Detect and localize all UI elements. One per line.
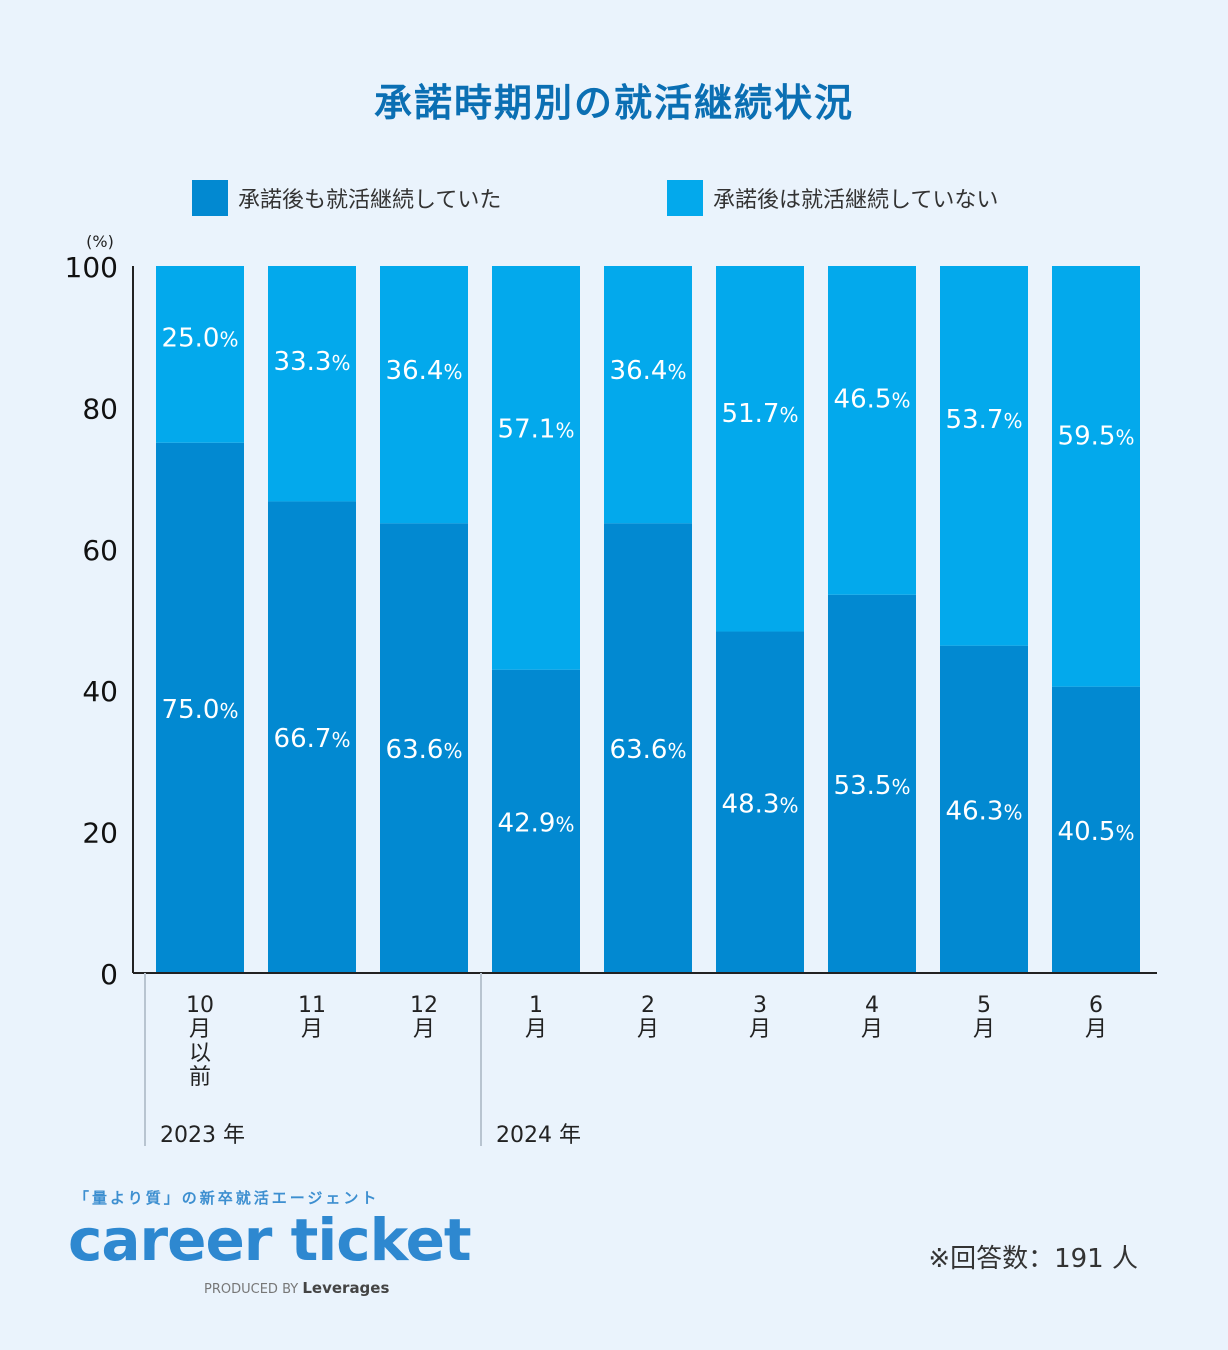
data-label-not-continued: 46.5% [834,385,911,415]
legend-item-continued: 承諾後も就活継続していた [192,178,501,218]
brand-produced-by: PRODUCED BY Leverages [204,1279,389,1297]
bar-segment-continued [156,442,244,973]
y-tick-label-20: 20 [82,817,118,850]
produced-by-text: PRODUCED BY [204,1282,299,1297]
data-label-not-continued: 36.4% [610,356,687,386]
data-label-continued: 42.9% [498,808,575,838]
legend-swatch-continued [192,180,228,216]
data-label-not-continued: 33.3% [274,347,351,377]
y-tick-label-60: 60 [82,534,118,567]
legend-item-not-continued: 承諾後は就活継続していない [667,178,998,218]
bar-segment-not-continued [940,266,1028,646]
data-label-continued: 63.6% [386,735,463,765]
data-label-not-continued: 53.7% [946,405,1023,435]
bar-segment-continued [492,669,580,973]
x-tick-label: 12 月 [410,993,438,1042]
brand-tagline: 「量より質」の新卒就活エージェント [74,1189,380,1207]
bar-segment-continued [268,501,356,973]
bar-segment-continued [940,645,1028,973]
bar-segment-not-continued [604,266,692,524]
data-label-continued: 40.5% [1058,817,1135,847]
data-label-continued: 63.6% [610,735,687,765]
y-tick-label-0: 0 [100,958,118,991]
data-label-continued: 75.0% [162,695,239,725]
legend-label-not-continued: 承諾後は就活継続していない [713,188,999,213]
bar-segment-not-continued [828,266,916,595]
data-label-continued: 48.3% [722,789,799,819]
legend-swatch-not-continued [667,180,703,216]
y-tick-label-40: 40 [82,675,118,708]
data-label-not-continued: 51.7% [722,399,799,429]
data-label-continued: 66.7% [274,724,351,754]
stacked-bar-chart: (%) 0 20 40 60 80 100 75.0% 25.0% 66.7% 33.3% 63.6%… [65,232,1157,1146]
y-axis-unit: (%) [86,232,114,251]
bar-segment-continued [604,523,692,973]
year-label-2023: 2023 年 [160,1123,245,1148]
brand-logo[interactable]: career ticket [68,1206,472,1274]
bar-segment-not-continued [380,266,468,524]
data-label-not-continued: 57.1% [498,414,575,444]
legend-label-continued: 承諾後も就活継続していた [238,188,502,213]
data-label-not-continued: 25.0% [162,324,239,354]
x-tick-label: 10 月以前 [186,993,214,1090]
bar-segment-continued [716,631,804,973]
y-tick-label-100: 100 [65,251,118,284]
bar-segment-not-continued [1052,266,1140,687]
bar-segment-not-continued [492,266,580,670]
bar-segment-continued [1052,686,1140,973]
response-count-note: ※回答数：191 人 [928,1244,1138,1274]
bar-segment-not-continued [156,266,244,443]
data-label-not-continued: 59.5% [1058,421,1135,451]
bar-segment-continued [380,523,468,973]
chart-title: 承諾時期別の就活継続状況 [373,81,854,125]
x-tick-label: 11 月 [298,993,326,1042]
company-name: Leverages [302,1279,390,1297]
data-label-continued: 46.3% [946,796,1023,826]
data-label-continued: 53.5% [834,771,911,801]
data-label-not-continued: 36.4% [386,356,463,386]
bar-segment-not-continued [716,266,804,632]
bar-segment-continued [828,594,916,973]
bar-segment-not-continued [268,266,356,502]
year-label-2024: 2024 年 [496,1123,581,1148]
y-tick-label-80: 80 [82,392,118,425]
